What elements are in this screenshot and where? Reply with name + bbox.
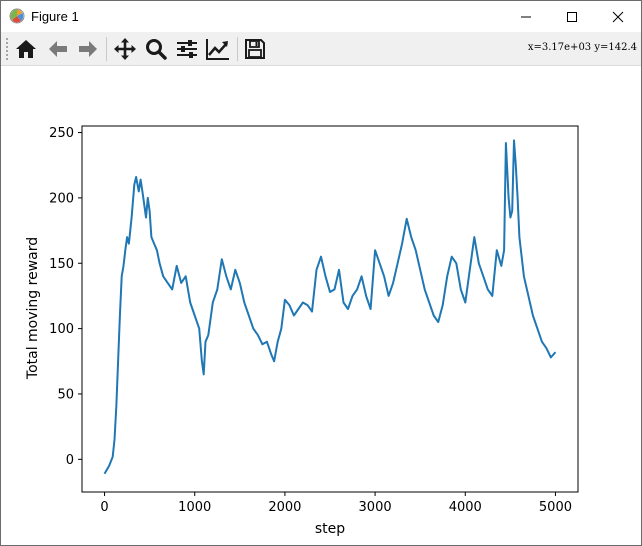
back-button[interactable] — [44, 35, 72, 63]
window-title: Figure 1 — [31, 9, 79, 24]
close-icon — [612, 11, 624, 22]
reward-line — [103, 139, 557, 475]
maximize-icon — [567, 11, 577, 22]
magnifier-icon — [146, 39, 167, 60]
title-bar[interactable]: Figure 1 — [1, 1, 641, 32]
move-icon — [114, 38, 136, 60]
x-tick-label: 3000 — [359, 500, 392, 515]
toolbar-separator — [106, 37, 107, 61]
arrow-right-icon — [79, 41, 97, 57]
navigation-toolbar: x=3.17e+03 y=142.4 — [1, 32, 641, 66]
y-tick-label: 0 — [66, 453, 74, 468]
x-tick-label: 5000 — [539, 500, 572, 515]
x-tick-label: 2000 — [268, 500, 301, 515]
minimize-icon — [521, 16, 531, 17]
pan-button[interactable] — [111, 35, 139, 63]
zoom-button[interactable] — [142, 35, 170, 63]
edit-axis-button[interactable] — [204, 35, 232, 63]
y-tick-label: 150 — [49, 257, 74, 272]
x-axis-label: step — [315, 521, 345, 537]
sliders-icon — [177, 40, 197, 58]
floppy-disk-icon — [245, 39, 265, 59]
cursor-coordinates: x=3.17e+03 y=142.4 — [527, 42, 637, 53]
home-button[interactable] — [12, 35, 40, 63]
line-chart-icon — [206, 39, 229, 60]
y-axis-label: Total moving reward — [25, 237, 41, 380]
y-tick-label: 250 — [49, 126, 74, 141]
maximize-button[interactable] — [549, 1, 595, 32]
y-tick-label: 200 — [49, 191, 74, 206]
figure-canvas[interactable]: 0 1000 2000 3000 4000 5000 0 50 100 150 200 250 ste… — [1, 66, 641, 545]
toolbar-grip[interactable] — [5, 37, 9, 61]
configure-subplots-button[interactable] — [173, 35, 201, 63]
arrow-left-icon — [49, 41, 67, 57]
toolbar-separator — [237, 37, 238, 61]
forward-button[interactable] — [74, 35, 102, 63]
y-tick-label: 50 — [57, 387, 74, 402]
close-button[interactable] — [595, 1, 641, 32]
minimize-button[interactable] — [503, 1, 549, 32]
save-button[interactable] — [241, 35, 269, 63]
y-tick-label: 100 — [49, 322, 74, 337]
x-tick-label: 4000 — [449, 500, 482, 515]
home-icon — [16, 40, 36, 58]
line-chart: 0 1000 2000 3000 4000 5000 0 50 100 150 200 250 ste… — [25, 125, 579, 537]
matplotlib-logo-icon — [9, 8, 25, 24]
x-tick-label: 0 — [100, 500, 108, 515]
x-tick-label: 1000 — [178, 500, 211, 515]
axes-frame — [81, 125, 579, 493]
